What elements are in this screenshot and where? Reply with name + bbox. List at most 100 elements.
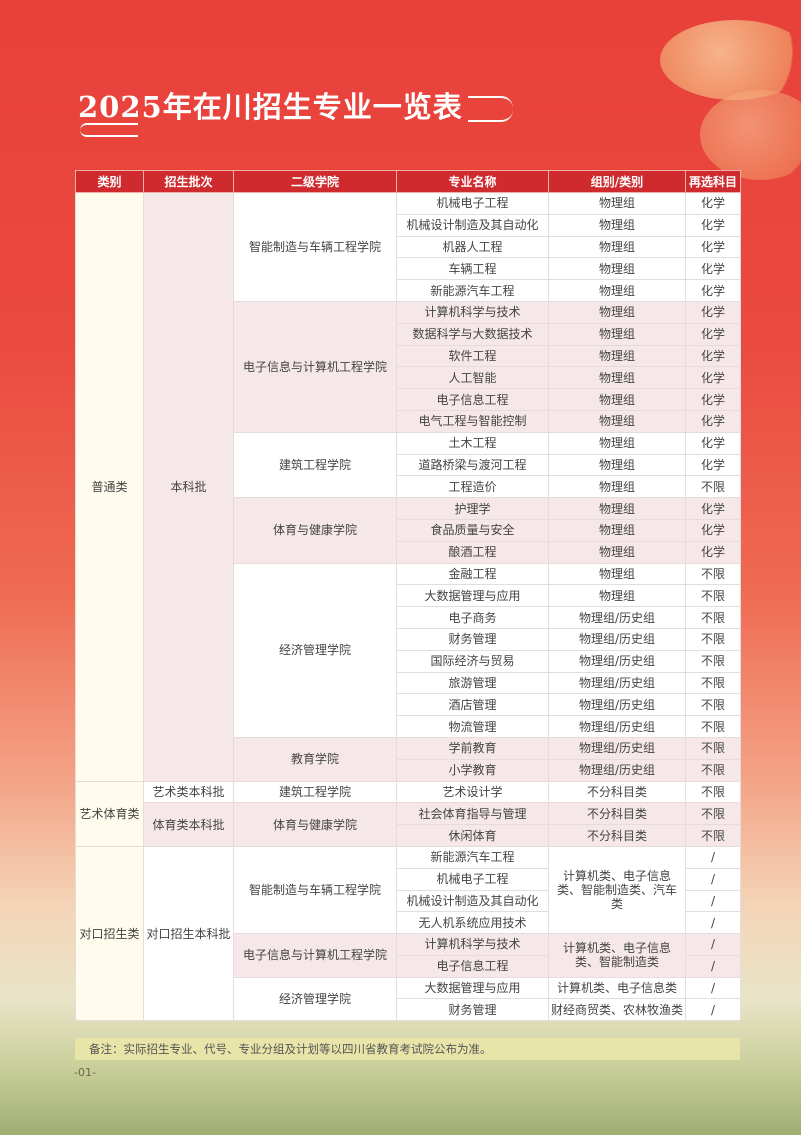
group-cell: 物理组: [548, 453, 686, 477]
category-cell: 普通类: [75, 192, 144, 782]
subject-cell: 不限: [685, 606, 741, 629]
header-college: 二级学院: [233, 170, 397, 193]
group-cell: 物理组/历史组: [548, 758, 686, 782]
table-row: 旅游管理 物理组/历史组 不限: [76, 671, 741, 695]
group-cell: 物理组/历史组: [548, 627, 686, 651]
group-cell: 物理组/历史组: [548, 671, 686, 695]
group-cell: 物理组: [548, 322, 686, 346]
major-cell: 土木工程: [396, 431, 549, 455]
major-cell: 电气工程与智能控制: [396, 409, 549, 433]
subject-cell: 化学: [685, 497, 741, 520]
group-cell: 物理组: [548, 431, 686, 455]
group-cell: 物理组: [548, 388, 686, 411]
table-row: 物流管理 物理组/历史组 不限: [76, 715, 741, 738]
table-row: 艺术体育类 艺术类本科批 建筑工程学院 艺术设计学 不分科目类 不限: [75, 780, 741, 847]
table-row: 对口招生类 对口招生本科批 智能制造与车辆工程学院 新能源汽车工程 计算机类、电子信息类…: [75, 845, 741, 1022]
major-cell: 休闲体育: [396, 824, 549, 847]
college-cell: 体育与健康学院: [233, 497, 397, 564]
table-row: 酒店管理 物理组/历史组 不限: [76, 693, 741, 717]
table-row: 建筑工程学院 土木工程 物理组 化学: [76, 431, 741, 499]
major-cell: 数据科学与大数据技术: [396, 322, 549, 346]
subject-cell: 化学: [685, 431, 741, 455]
subject-cell: /: [685, 998, 741, 1022]
major-cell: 车辆工程: [396, 257, 549, 281]
subject-cell: /: [685, 933, 741, 956]
major-cell: 计算机科学与技术: [396, 933, 549, 956]
table-row: 电气工程与智能控制 物理组 化学: [76, 409, 741, 433]
subject-cell: 化学: [685, 409, 741, 433]
major-cell: 大数据管理与应用: [396, 976, 549, 1000]
table-header-row: 类别 招生批次 二级学院 专业名称 组别/类别 再选科目: [75, 170, 741, 193]
table-row: 软件工程 物理组 化学: [76, 344, 741, 368]
subject-cell: /: [685, 867, 741, 891]
major-cell: 物流管理: [396, 715, 549, 738]
college-cell: 经济管理学院: [233, 976, 397, 1022]
college-cell: 体育与健康学院: [233, 802, 397, 847]
group-cell: 物理组: [548, 257, 686, 281]
group-cell: 不分科目类: [548, 802, 686, 826]
major-cell: 旅游管理: [396, 671, 549, 695]
subject-cell: 化学: [685, 366, 741, 390]
subject-cell: 不限: [685, 671, 741, 695]
subject-cell: 不限: [685, 736, 741, 760]
major-cell: 财务管理: [396, 998, 549, 1022]
college-cell: 建筑工程学院: [233, 780, 397, 804]
group-cell: 物理组: [548, 540, 686, 564]
batch-cell: 本科批: [143, 192, 234, 782]
subject-cell: 化学: [685, 540, 741, 564]
table-row: 经济管理学院 大数据管理与应用 计算机类、电子信息类 /: [76, 976, 741, 1022]
group-cell: 物理组: [548, 497, 686, 520]
subject-cell: 化学: [685, 192, 741, 215]
subject-cell: 不限: [685, 824, 741, 847]
major-cell: 艺术设计学: [396, 780, 549, 804]
table-row: 机械电子工程 /: [76, 867, 741, 891]
header-subject: 再选科目: [685, 170, 741, 193]
college-cell: 建筑工程学院: [233, 431, 397, 499]
group-cell: 物理组/历史组: [548, 736, 686, 760]
header-major: 专业名称: [396, 170, 549, 193]
major-cell: 大数据管理与应用: [396, 584, 549, 608]
major-cell: 社会体育指导与管理: [396, 802, 549, 826]
title-decoration: [468, 96, 513, 122]
page-title: 2025年在川招生专业一览表: [78, 90, 463, 124]
table-row: 电子信息与计算机工程学院 计算机科学与技术 物理组 化学: [76, 300, 741, 433]
subject-cell: 不限: [685, 758, 741, 782]
major-cell: 国际经济与贸易: [396, 649, 549, 673]
group-cell: 物理组: [548, 235, 686, 259]
subject-cell: 不限: [685, 715, 741, 738]
subject-cell: /: [685, 976, 741, 1000]
major-cell: 新能源汽车工程: [396, 279, 549, 302]
group-cell: 计算机类、电子信息类: [548, 976, 686, 1000]
major-cell: 软件工程: [396, 344, 549, 368]
major-cell: 小学教育: [396, 758, 549, 782]
page-number: -01-: [74, 1066, 96, 1079]
major-cell: 机械设计制造及其自动化: [396, 889, 549, 913]
subject-cell: 不限: [685, 584, 741, 608]
table-row: 道路桥梁与渡河工程 物理组 化学: [76, 453, 741, 477]
major-cell: 计算机科学与技术: [396, 300, 549, 324]
group-cell: 财经商贸类、农林牧渔类: [548, 998, 686, 1022]
title-decoration: [80, 123, 138, 137]
table-row: 机械设计制造及其自动化 物理组 化学: [76, 213, 741, 237]
major-cell: 机器人工程: [396, 235, 549, 259]
table-row: 机械设计制造及其自动化 /: [76, 889, 741, 913]
subject-cell: 不限: [685, 649, 741, 673]
group-cell: 物理组: [548, 562, 686, 586]
table-row: 小学教育 物理组/历史组 不限: [76, 758, 741, 782]
group-cell: 计算机类、电子信息类、智能制造类: [548, 933, 686, 978]
decorative-cloud: [700, 90, 801, 180]
group-cell: 物理组/历史组: [548, 606, 686, 629]
category-cell: 对口招生类: [75, 845, 144, 1022]
subject-cell: 不限: [685, 693, 741, 717]
group-cell: 物理组: [548, 279, 686, 302]
group-cell: 计算机类、电子信息类、智能制造类、汽车类: [548, 845, 686, 935]
group-cell: 物理组: [548, 475, 686, 499]
major-cell: 机械设计制造及其自动化: [396, 213, 549, 237]
table-row: 财务管理 物理组/历史组 不限: [76, 627, 741, 651]
group-cell: 不分科目类: [548, 780, 686, 804]
subject-cell: /: [685, 954, 741, 978]
group-cell: 物理组: [548, 584, 686, 608]
group-cell: 物理组: [548, 300, 686, 324]
table-row: 休闲体育 不分科目类 不限: [76, 824, 741, 847]
subject-cell: 化学: [685, 300, 741, 324]
